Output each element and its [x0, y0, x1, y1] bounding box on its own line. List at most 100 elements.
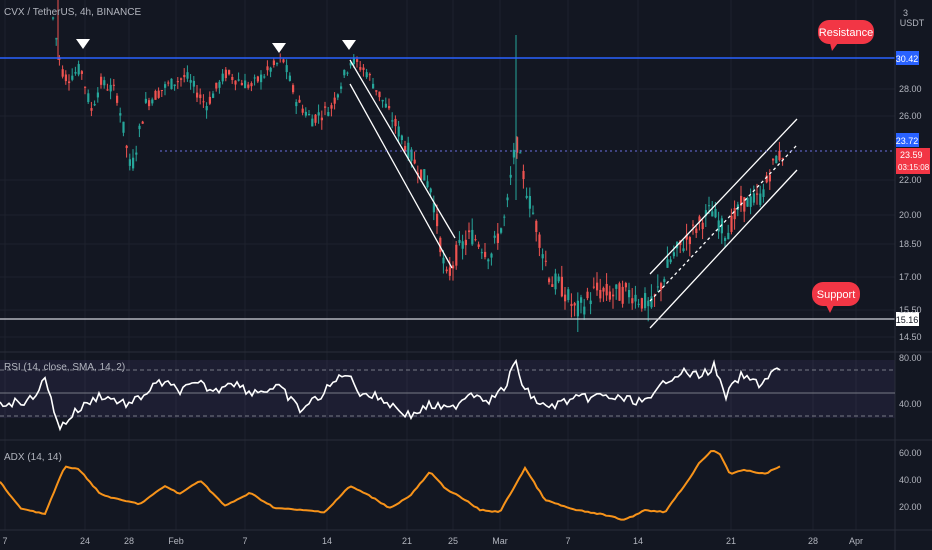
candle-body	[608, 291, 611, 300]
candle-body	[55, 38, 58, 40]
candle-body	[397, 126, 400, 137]
symbol-label: CVX / TetherUS	[4, 7, 75, 18]
candle-body	[477, 244, 480, 247]
candle-body	[682, 248, 685, 252]
candle-body	[647, 300, 650, 307]
support-price-badge: 15.16	[896, 312, 919, 326]
rsi-title: RSI (14, close, SMA, 14, 2)	[4, 362, 125, 373]
candle-body	[612, 294, 615, 297]
candle-body	[618, 283, 621, 301]
channel-line	[349, 83, 453, 269]
candle-body	[218, 81, 221, 88]
channel-line	[649, 118, 798, 275]
y-tick-label: 26.00	[899, 111, 922, 121]
candle-body	[650, 296, 653, 308]
svg-text:15.16: 15.16	[896, 315, 919, 325]
candle-body	[720, 218, 723, 234]
time-axis[interactable]: 7 24 28 Feb 7 14 21 25 Mar 7 14 21 28 Apr	[2, 536, 863, 546]
candle-body	[317, 112, 320, 116]
adx-pane[interactable]: ADX (14, 14)	[0, 449, 781, 521]
candle-body	[432, 202, 435, 213]
x-tick-label: 14	[322, 536, 332, 546]
candle-body	[199, 94, 202, 99]
x-tick-label: Feb	[168, 536, 184, 546]
channel-line	[649, 169, 798, 329]
candle-body	[301, 108, 304, 113]
y-tick-label: 14.50	[899, 332, 922, 342]
candle-body	[564, 294, 567, 302]
candle-body	[778, 150, 781, 161]
candle-body	[298, 99, 301, 103]
candle-body	[343, 69, 346, 76]
candle-body	[100, 76, 103, 85]
candle-body	[724, 238, 727, 241]
candle-body	[586, 291, 589, 299]
candle-body	[359, 67, 362, 70]
candle-body	[250, 83, 253, 87]
candle-body	[672, 252, 675, 257]
candle-body	[624, 283, 627, 288]
candle-body	[349, 62, 352, 66]
candle-body	[544, 260, 547, 262]
candle-body	[634, 294, 637, 302]
candle-body	[148, 100, 151, 107]
candle-body	[173, 84, 176, 87]
candle-body	[228, 70, 231, 75]
candle-body	[554, 273, 557, 290]
candle-body	[260, 74, 263, 83]
candle-body	[512, 149, 515, 158]
candle-body	[541, 254, 544, 259]
candle-body	[352, 57, 355, 65]
candle-body	[71, 75, 74, 80]
price-axis[interactable]: USDT 3 30.42 23.72 23.59 03:15:08 15.16 …	[896, 8, 930, 342]
candle-body	[346, 72, 349, 74]
candle-body	[84, 86, 87, 88]
rsi-pane[interactable]: RSI (14, close, SMA, 14, 2)	[0, 358, 895, 432]
y-tick-label: 18.50	[899, 239, 922, 249]
candle-body	[234, 80, 237, 85]
candle-body	[205, 105, 208, 111]
candle-body	[263, 76, 266, 78]
candle-body	[327, 111, 330, 116]
candle-body	[688, 237, 691, 245]
grid-lines	[0, 0, 895, 530]
candle-body	[247, 84, 250, 88]
candle-body	[109, 84, 112, 92]
candle-body	[215, 82, 218, 89]
candle-body	[90, 108, 93, 111]
channel-drawings	[349, 59, 798, 329]
candle-body	[448, 267, 451, 276]
x-tick-label: 24	[80, 536, 90, 546]
candle-body	[420, 169, 423, 180]
candle-body	[311, 118, 314, 127]
candle-body	[656, 286, 659, 288]
candle-body	[733, 208, 736, 220]
svg-text:30.42: 30.42	[896, 54, 919, 64]
candle-body	[116, 95, 119, 103]
resistance-callout[interactable]: Resistance	[818, 20, 874, 51]
candle-body	[714, 208, 717, 218]
candle-body	[503, 216, 506, 218]
support-callout[interactable]: Support	[812, 282, 860, 313]
adx-tick-label: 20.00	[899, 502, 922, 512]
candle-body	[730, 215, 733, 232]
x-tick-label: 21	[402, 536, 412, 546]
adx-tick-label: 60.00	[899, 448, 922, 458]
candle-body	[455, 244, 458, 266]
candle-body	[487, 259, 490, 262]
candle-body	[717, 220, 720, 232]
candle-body	[119, 113, 122, 116]
candle-body	[192, 80, 195, 87]
resistance-price-badge: 30.42	[896, 51, 919, 65]
candle-body	[461, 241, 464, 249]
candle-body	[112, 84, 115, 86]
candle-body	[560, 276, 563, 297]
candle-body	[436, 213, 439, 227]
candle-body	[756, 193, 759, 195]
candle-body	[464, 239, 467, 246]
candle-body	[266, 66, 269, 71]
candle-body	[570, 303, 573, 307]
candle-body	[772, 158, 775, 161]
candle-body	[429, 188, 432, 193]
